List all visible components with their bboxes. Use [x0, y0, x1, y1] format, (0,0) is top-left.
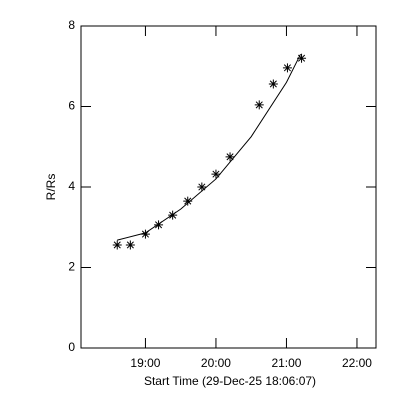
- x-tick-label: 19:00: [130, 356, 160, 370]
- x-tick-label: 21:00: [271, 356, 301, 370]
- data-point: [197, 182, 207, 192]
- data-point: [183, 196, 193, 206]
- y-tick-label: 8: [68, 18, 75, 32]
- data-point: [211, 169, 221, 179]
- y-tick-label: 0: [68, 340, 75, 354]
- y-tick-label: 2: [68, 260, 75, 274]
- data-point: [125, 240, 135, 250]
- data-point: [154, 220, 164, 230]
- data-point: [225, 152, 235, 162]
- data-point: [112, 240, 122, 250]
- y-tick-label: 6: [68, 99, 75, 113]
- x-tick-label: 22:00: [342, 356, 372, 370]
- x-axis-label: Start Time (29-Dec-25 18:06:07): [144, 374, 316, 388]
- data-point: [268, 79, 278, 89]
- data-point: [297, 53, 307, 63]
- plot-frame: [80, 25, 377, 349]
- data-point: [140, 229, 150, 239]
- x-tick-label: 20:00: [201, 356, 231, 370]
- data-point: [168, 210, 178, 220]
- y-axis-label: R/Rs: [44, 174, 58, 201]
- y-tick-label: 4: [68, 179, 75, 193]
- data-point: [254, 100, 264, 110]
- fit-line: [117, 53, 302, 241]
- data-point: [282, 63, 292, 73]
